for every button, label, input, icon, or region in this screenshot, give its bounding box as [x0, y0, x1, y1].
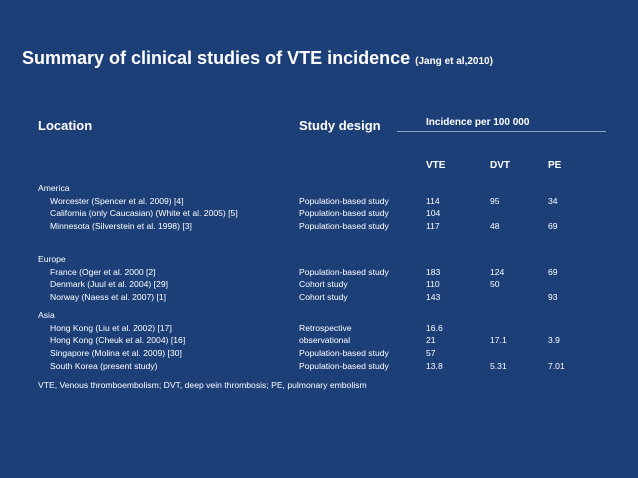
group-label: America: [38, 183, 70, 193]
group-label: Asia: [38, 310, 55, 320]
header-study-design: Study design: [299, 118, 381, 133]
cell-vte: 117: [426, 221, 440, 232]
cell-vte: 13.8: [426, 360, 443, 371]
cell-location: South Korea (present study): [50, 360, 158, 371]
header-incidence: Incidence per 100 000: [426, 117, 530, 128]
header-underline: [397, 131, 606, 132]
header-dvt: DVT: [490, 160, 510, 171]
cell-location: California (only Caucasian) (White et al…: [50, 208, 238, 219]
slide-title: Summary of clinical studies of VTE incid…: [22, 48, 493, 69]
cell-study-design: Population-based study: [299, 208, 389, 219]
cell-pe: 7.01: [548, 360, 565, 371]
header-location: Location: [38, 118, 93, 133]
cell-vte: 104: [426, 208, 441, 219]
cell-study-design: Population-based study: [299, 195, 389, 206]
footnote: VTE, Venous thromboembolism; DVT, deep v…: [38, 380, 367, 390]
cell-location: Hong Kong (Liu et al. 2002) [17]: [50, 322, 172, 333]
cell-pe: 69: [548, 266, 558, 277]
cell-study-design: Population-based study: [299, 221, 389, 232]
cell-dvt: 5.31: [490, 360, 507, 371]
cell-study-design: Cohort study: [299, 292, 348, 303]
cell-location: Singapore (Molina et al. 2009) [30]: [50, 348, 182, 359]
cell-dvt: 95: [490, 195, 500, 206]
cell-study-design: Retrospective: [299, 322, 352, 333]
cell-pe: 3.9: [548, 335, 560, 346]
cell-location: France (Oger et al. 2000 [2]: [50, 266, 156, 277]
cell-vte: 57: [426, 348, 436, 359]
header-vte: VTE: [426, 160, 446, 171]
cell-study-design: Population-based study: [299, 360, 389, 371]
cell-vte: 183: [426, 266, 441, 277]
cell-pe: 69: [548, 221, 558, 232]
cell-location: Worcester (Spencer et al. 2009) [4]: [50, 195, 184, 206]
cell-pe: 93: [548, 292, 558, 303]
title-citation: (Jang et al,2010): [415, 56, 493, 67]
cell-dvt: 17.1: [490, 335, 507, 346]
cell-vte: 143: [426, 292, 441, 303]
cell-location: Hong Kong (Cheuk et al. 2004) [16]: [50, 335, 186, 346]
cell-vte: 110: [426, 279, 440, 290]
cell-vte: 114: [426, 195, 440, 206]
cell-vte: 16.6: [426, 322, 443, 333]
cell-study-design: Population-based study: [299, 266, 389, 277]
title-main: Summary of clinical studies of VTE incid…: [22, 48, 411, 68]
cell-pe: 34: [548, 195, 558, 206]
header-pe: PE: [548, 160, 562, 171]
cell-vte: 21: [426, 335, 436, 346]
cell-dvt: 124: [490, 266, 505, 277]
group-label: Europe: [38, 254, 66, 264]
cell-dvt: 48: [490, 221, 500, 232]
cell-dvt: 50: [490, 279, 500, 290]
cell-location: Norway (Naess et al. 2007) [1]: [50, 292, 167, 303]
cell-location: Denmark (Juul et al. 2004) [29]: [50, 279, 168, 290]
cell-study-design: Cohort study: [299, 279, 348, 290]
cell-study-design: Population-based study: [299, 348, 389, 359]
cell-study-design: observational: [299, 335, 351, 346]
cell-location: Minnesota (Silverstein et al. 1998) [3]: [50, 221, 192, 232]
